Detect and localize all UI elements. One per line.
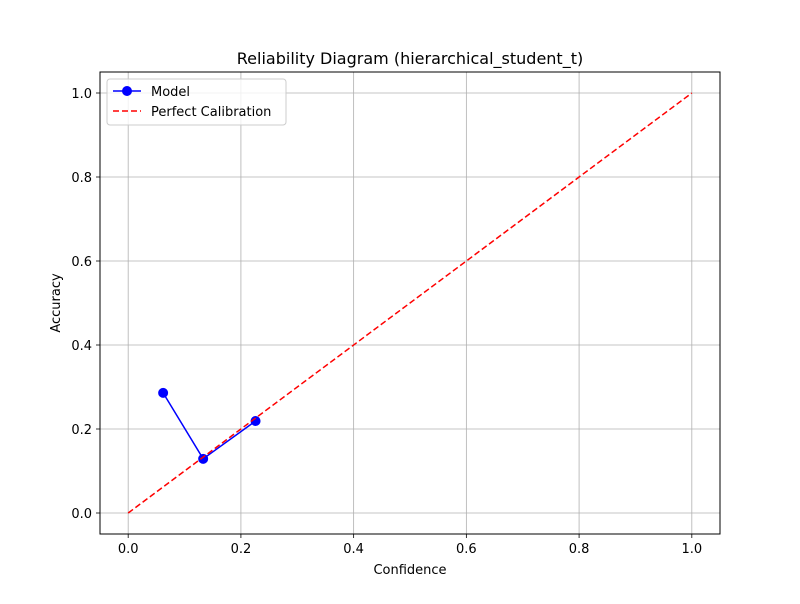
- x-axis-label: Confidence: [373, 563, 446, 578]
- y-tick-label: 0.6: [71, 255, 92, 270]
- chart-title: Reliability Diagram (hierarchical_studen…: [237, 49, 583, 69]
- plot-frame: [99, 71, 721, 535]
- legend-model-marker: [122, 86, 132, 96]
- model-data-point: [158, 387, 169, 398]
- legend: Model Perfect Calibration: [106, 78, 287, 126]
- y-tick-label: 0.4: [71, 339, 92, 354]
- y-tick-label: 0.8: [71, 171, 92, 186]
- grid-layer: [100, 72, 720, 534]
- tick-layer: 0.0 0.2 0.4 0.6 0.8 1.0 0.0 0.2 0.4 0.6 0.8 1.0: [71, 87, 702, 557]
- x-tick-label: 0.0: [118, 542, 139, 557]
- x-tick-label: 0.8: [569, 542, 590, 557]
- perfect-calibration-line: [127, 92, 693, 514]
- x-tick-label: 0.2: [231, 542, 252, 557]
- y-tick-label: 0.2: [71, 423, 92, 438]
- legend-box: [106, 78, 287, 126]
- series-layer: [127, 92, 693, 514]
- legend-perfect-label: Perfect Calibration: [151, 105, 271, 120]
- x-tick-label: 1.0: [681, 542, 702, 557]
- y-tick-label: 0.0: [71, 507, 92, 522]
- y-axis-label: Accuracy: [49, 273, 64, 333]
- y-tick-label: 1.0: [71, 87, 92, 102]
- x-tick-label: 0.4: [343, 542, 364, 557]
- x-tick-label: 0.6: [456, 542, 477, 557]
- legend-model-label: Model: [151, 85, 190, 100]
- model-data-point: [198, 453, 209, 464]
